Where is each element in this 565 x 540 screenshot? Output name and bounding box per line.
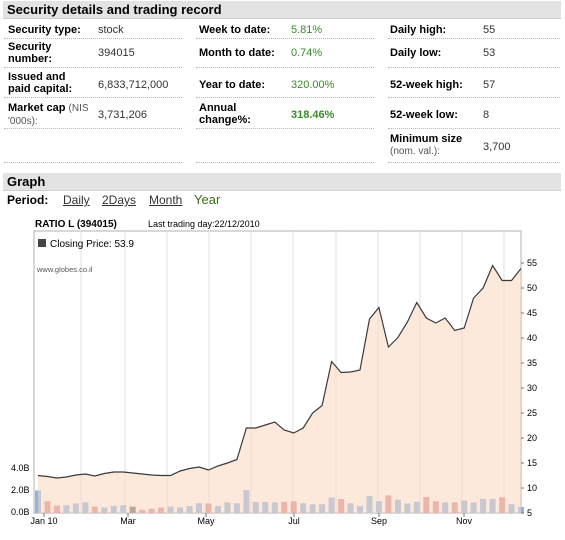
label-market-cap: Market cap (NIS '000s): [8, 102, 89, 127]
period-daily-link[interactable]: Daily [63, 193, 90, 207]
value-daily-low: 53 [483, 47, 496, 59]
separator [4, 162, 182, 163]
separator [196, 38, 374, 39]
value-market-cap: 3,731,206 [98, 109, 147, 121]
x-tick-label: Jan 10 [30, 516, 57, 526]
watermark: www.globes.co.il [36, 265, 93, 274]
separator [196, 67, 374, 68]
volume-tick-label: 4.0B [11, 463, 30, 473]
price-tick-label: 20 [527, 433, 537, 443]
label-security-number: Security number: [8, 41, 52, 65]
label-daily-low: Daily low: [390, 47, 442, 59]
volume-tick-label: 2.0B [11, 485, 30, 495]
chart-subtitle: Last trading day:22/12/2010 [148, 219, 260, 229]
chart-title: RATIO L (394015) [35, 219, 117, 230]
x-tick-label: Nov [456, 516, 473, 526]
label-security-type: Security type: [8, 24, 81, 36]
value-minimum-size: 3,700 [483, 141, 511, 153]
volume-tick-label: 0.0B [11, 507, 30, 517]
separator [388, 162, 560, 163]
separator [4, 97, 182, 98]
value-issued-capital: 6,833,712,000 [98, 79, 169, 91]
value-52-week-low: 8 [483, 109, 490, 121]
security-details-header: Security details and trading record [3, 1, 561, 19]
separator [4, 128, 182, 129]
price-tick-label: 10 [527, 483, 537, 493]
price-tick-label: 45 [527, 308, 537, 318]
label-month-to-date: Month to date: [199, 47, 275, 59]
value-annual-change: 318.46% [291, 109, 335, 121]
value-security-type: stock [98, 24, 124, 36]
period-selector: Period: [7, 193, 48, 207]
period-2days-link[interactable]: 2Days [102, 193, 137, 207]
price-tick-label: 35 [527, 358, 537, 368]
x-tick-label: Jul [288, 516, 300, 526]
x-tick-label: Mar [120, 516, 136, 526]
price-tick-label: 30 [527, 383, 537, 393]
label-annual-change: Annual change%: [199, 102, 251, 126]
label-minimum-size: Minimum size (nom. val.): [390, 133, 463, 157]
value-year-to-date: 320.00% [291, 79, 335, 91]
period-month-link[interactable]: Month [149, 193, 183, 207]
value-security-number: 394015 [98, 47, 135, 59]
legend-closing-price: Closing Price: 53.9 [50, 239, 134, 250]
label-issued-capital: Issued and paid capital: [8, 71, 73, 95]
price-tick-label: 15 [527, 458, 537, 468]
x-tick-label: Sep [371, 516, 387, 526]
value-week-to-date: 5.81% [291, 24, 323, 36]
price-line [37, 264, 522, 479]
price-tick-label: 40 [527, 333, 537, 343]
period-year-current: Year [194, 192, 221, 207]
price-chart: RATIO L (394015) Last trading day:22/12/… [11, 219, 537, 526]
separator [196, 97, 374, 98]
price-fill [38, 265, 521, 513]
separator [388, 97, 560, 98]
value-52-week-high: 57 [483, 79, 496, 91]
separator [4, 38, 182, 39]
separator [4, 67, 182, 68]
volume-axis: 4.0B 2.0B 0.0B [11, 463, 30, 517]
period-label: Period: [7, 193, 49, 207]
price-area [37, 264, 522, 513]
price-tick-label: 50 [527, 283, 537, 293]
label-week-to-date: Week to date: [199, 24, 271, 36]
graph-header: Graph [3, 173, 561, 191]
separator [196, 128, 374, 129]
separator [388, 38, 560, 39]
x-tick-label: May [197, 516, 215, 526]
label-daily-high: Daily high: [390, 24, 447, 36]
separator [196, 162, 374, 163]
label-year-to-date: Year to date: [199, 79, 266, 91]
value-daily-high: 55 [483, 24, 496, 36]
legend-swatch [38, 239, 46, 247]
label-52-week-low: 52-week low: [390, 109, 458, 121]
separator [388, 128, 560, 129]
price-tick-label: 55 [527, 258, 537, 268]
separator [388, 67, 560, 68]
label-52-week-high: 52-week high: [390, 79, 463, 91]
x-axis: Jan 10 Mar May Jul Sep Nov [30, 513, 472, 526]
value-month-to-date: 0.74% [291, 47, 323, 59]
price-tick-label: 5 [527, 508, 532, 518]
price-tick-label: 25 [527, 408, 537, 418]
price-axis: 55 50 45 40 35 30 25 20 15 10 5 [521, 258, 537, 518]
